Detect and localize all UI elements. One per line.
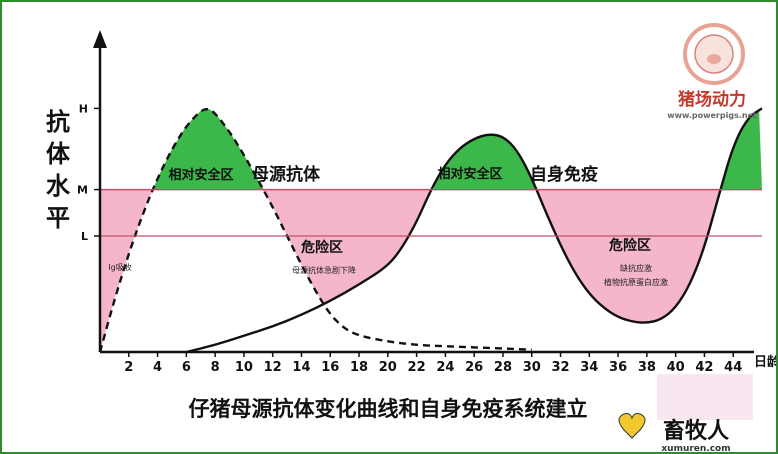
maternal-antibody-line [98,107,532,353]
watermark-text: 畜牧人 [663,418,729,444]
series-layer [98,107,763,354]
x-tick-label: 14 [292,360,310,375]
safe-under-curve-area [100,189,762,352]
x-tick-label: 30 [523,360,541,375]
x-tick-label: 42 [695,360,713,375]
chart-title: 仔猪母源抗体变化曲线和自身免疫系统建立 [189,397,588,421]
danger-zone-note-right-1: 缺抗应激 [620,263,652,273]
x-tick-label: 10 [235,360,253,375]
y-level-label: H [79,102,88,115]
x-tick-label: 38 [638,360,656,375]
x-tick-label: 36 [609,360,627,375]
x-axis-title: 日龄 [754,354,776,370]
danger-zone-label-left: 危险区 [300,239,343,256]
x-tick-label: 16 [321,360,339,375]
x-tick-label: 44 [724,360,742,375]
logo-ring-icon [683,23,745,85]
y-level-label: M [77,184,88,197]
watermark-bg [657,374,753,420]
x-tick-label: 26 [465,360,483,375]
x-tick-label: 24 [436,360,454,375]
y-axis-title-char-2: 体 [46,140,71,168]
y-axis-title-char-4: 平 [46,204,70,232]
x-tick-label: 2 [124,360,133,375]
danger-zone-note-right-2: 植物抗原蛋白应激 [604,277,668,287]
ig-absorption-label: Ig吸收 [108,262,131,272]
safe-zone-label-right: 相对安全区 [437,166,502,182]
x-tick-label: 8 [211,360,220,375]
zone-layer [100,108,762,352]
y-axis-title-char-3: 水 [46,172,71,200]
heart-icon [618,413,646,439]
x-tick-label: 34 [580,360,598,375]
y-level-label: L [81,230,88,243]
x-tick-label: 18 [350,360,368,375]
x-tick-label: 4 [153,360,162,375]
watermark: 畜牧人 xumuren.com [618,374,753,452]
danger-zone-note-left: 母源抗体急剧下降 [292,265,356,275]
watermark-site: xumuren.com [661,444,730,452]
safe-zone-own [433,110,762,190]
y-axis-arrow-icon [93,30,107,48]
x-tick-label: 40 [667,360,685,375]
danger-zone-label-right: 危险区 [608,237,651,254]
pig-snout-icon [707,54,721,64]
y-axis-title-char-1: 抗 [46,108,70,136]
maternal-antibody-label: 母源抗体 [252,164,321,185]
x-tick-label: 20 [379,360,397,375]
x-tick-label: 22 [408,360,426,375]
x-tick-label: 32 [551,360,569,375]
x-tick-label: 6 [182,360,191,375]
safe-zone-label-left: 相对安全区 [168,167,233,183]
safe-zone-maternal [154,108,265,190]
logo-site: www.powerpigs.net [667,111,757,120]
self-immunity-line [186,107,763,354]
x-tick-label: 28 [494,360,512,375]
x-tick-label: 12 [264,360,282,375]
axes-layer: 2 4 6 8 10 12 14 16 18 20 22 24 26 28 30 32 34 36 38 40 42 44… [77,30,762,375]
powerpigs-logo: 猪场动力 www.powerpigs.net [667,23,757,120]
self-immunity-label: 自身免疫 [530,164,598,185]
logo-brand: 猪场动力 [678,89,746,110]
